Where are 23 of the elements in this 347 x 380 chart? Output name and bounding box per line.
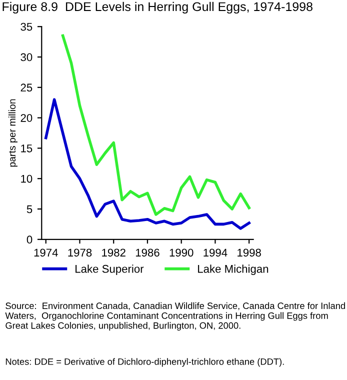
legend-label: Lake Superior	[76, 264, 144, 275]
legend-label: Lake Michigan	[198, 264, 268, 275]
x-tick-label: 1978	[68, 248, 92, 257]
y-tick-label: 35	[20, 22, 32, 31]
y-axis-title: parts per million	[8, 99, 18, 167]
source-note: Source: Environment Canada, Canadian Wildlife Service, Canada Centre for Inland Waters, Organochlorine Contaminant Concentrations in Herring Gull Eggs from Great Lakes Colonies, unpublished, Burlington, ON, 2000.	[5, 302, 345, 331]
y-tick-label: 25	[20, 84, 32, 92]
y-tick-label: 0	[26, 236, 32, 244]
y-tick-label: 15	[21, 144, 32, 152]
x-tick-label: 1982	[102, 248, 126, 257]
x-tick-label: 1990	[170, 248, 194, 257]
y-tick-label: 20	[20, 114, 32, 122]
x-tick-label: 1994	[204, 248, 228, 257]
y-tick-label: 10	[21, 174, 32, 183]
x-tick-label: 1998	[238, 248, 261, 257]
text: Notes: DDE = Derivative of Dichloro-diphenyl-trichloro ethane (DDT).	[6, 358, 284, 367]
x-tick-label: 1986	[136, 248, 160, 257]
line-series	[61, 34, 250, 216]
y-tick-label: 5	[26, 205, 32, 214]
y-tick-label: 30	[20, 53, 32, 62]
line-series	[44, 98, 250, 230]
x-tick-label: 1974	[34, 248, 58, 257]
chart-title: Figure 8.9 DDE Levels in Herring Gull Eggs, 1974-1998	[2, 2, 312, 14]
